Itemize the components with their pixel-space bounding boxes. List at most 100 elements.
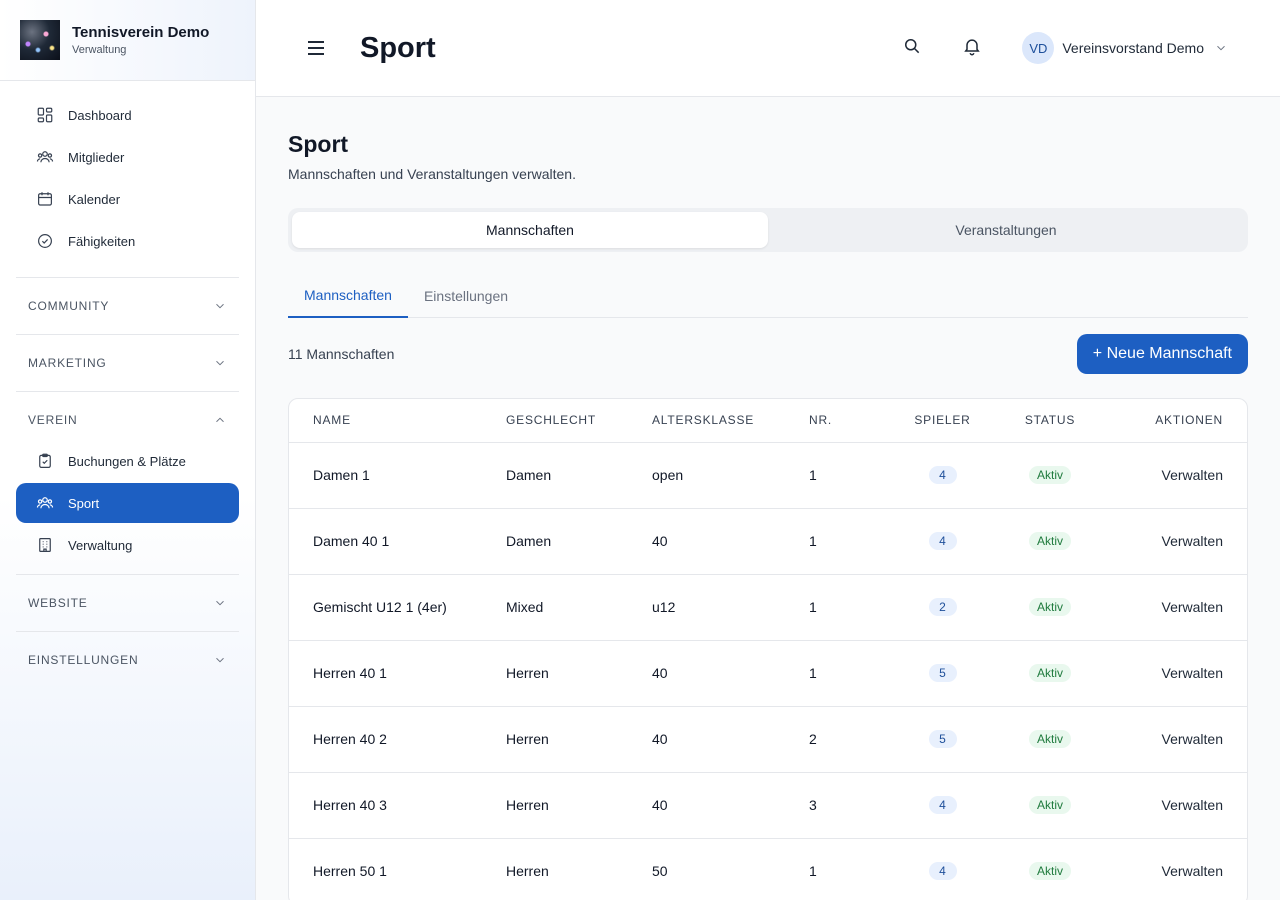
- section-label: COMMUNITY: [28, 299, 110, 313]
- team-gender: Herren: [506, 838, 652, 900]
- brand[interactable]: Tennisverein Demo Verwaltung: [0, 0, 255, 81]
- players-badge: 4: [928, 532, 957, 550]
- chevron-down-icon: [216, 600, 224, 606]
- table-row[interactable]: Herren 40 3 Herren 40 3 4 Aktiv Verwalte…: [289, 772, 1247, 839]
- sidebar-section-einstellungen: EINSTELLUNGEN: [16, 631, 239, 688]
- sidebar-item-label: Verwaltung: [68, 537, 133, 553]
- main-content: Sport Mannschaften und Veranstaltungen v…: [288, 97, 1248, 900]
- team-gender: Herren: [506, 772, 652, 839]
- manage-link[interactable]: Verwalten: [1161, 863, 1223, 879]
- menu-button[interactable]: [304, 36, 328, 60]
- search-icon: [905, 39, 920, 54]
- segmented-control: Mannschaften Veranstaltungen: [288, 208, 1248, 252]
- manage-link[interactable]: Verwalten: [1161, 599, 1223, 615]
- table-row[interactable]: Damen 1 Damen open 1 4 Aktiv Verwalten: [289, 442, 1247, 509]
- tab-mannschaften[interactable]: Mannschaften: [288, 274, 408, 318]
- status-badge: Aktiv: [1028, 730, 1071, 748]
- section-toggle-marketing[interactable]: MARKETING: [16, 342, 239, 384]
- team-age-class: u12: [652, 574, 809, 641]
- sidebar-item-faehigkeiten[interactable]: Fähigkeiten: [16, 221, 239, 261]
- brand-title: Tennisverein Demo: [72, 24, 210, 41]
- sidebar-item-kalender[interactable]: Kalender: [16, 179, 239, 219]
- user-menu[interactable]: VD Vereinsvorstand Demo: [1022, 32, 1228, 64]
- players-cell: 4: [889, 838, 996, 900]
- status-badge: Aktiv: [1028, 532, 1071, 550]
- manage-link[interactable]: Verwalten: [1161, 731, 1223, 747]
- manage-link[interactable]: Verwalten: [1161, 533, 1223, 549]
- hamburger-icon: [308, 41, 324, 55]
- sidebar-item-label: Sport: [68, 495, 100, 511]
- status-badge: Aktiv: [1028, 598, 1071, 616]
- column-header-number[interactable]: NR.: [809, 399, 889, 443]
- sidebar-section-community: COMMUNITY: [16, 277, 239, 334]
- top-bar: Sport VD Vereinsvorstand Demo: [256, 0, 1280, 97]
- table-row[interactable]: Damen 40 1 Damen 40 1 4 Aktiv Verwalten: [289, 508, 1247, 575]
- table-row[interactable]: Gemischt U12 1 (4er) Mixed u12 1 2 Aktiv…: [289, 574, 1247, 641]
- status-badge: Aktiv: [1028, 796, 1071, 814]
- manage-link[interactable]: Verwalten: [1161, 665, 1223, 681]
- sidebar-item-label: Fähigkeiten: [68, 233, 136, 249]
- team-name: Herren 40 2: [289, 706, 506, 773]
- section-toggle-community[interactable]: COMMUNITY: [16, 285, 239, 327]
- column-header-status[interactable]: STATUS: [996, 399, 1104, 443]
- status-cell: Aktiv: [996, 772, 1104, 839]
- manage-link[interactable]: Verwalten: [1161, 797, 1223, 813]
- check-circle-icon: [38, 234, 52, 248]
- status-badge: Aktiv: [1028, 862, 1071, 880]
- table-row[interactable]: Herren 40 2 Herren 40 2 5 Aktiv Verwalte…: [289, 706, 1247, 773]
- table-row[interactable]: Herren 50 1 Herren 50 1 4 Aktiv Verwalte…: [289, 838, 1247, 900]
- segment-veranstaltungen[interactable]: Veranstaltungen: [955, 222, 1057, 238]
- section-toggle-website[interactable]: WEBSITE: [16, 582, 239, 624]
- section-label: VEREIN: [28, 413, 78, 427]
- tab-einstellungen[interactable]: Einstellungen: [423, 288, 509, 304]
- search-button[interactable]: [902, 36, 926, 60]
- team-name: Herren 50 1: [289, 838, 506, 900]
- table-row[interactable]: Herren 40 1 Herren 40 1 5 Aktiv Verwalte…: [289, 640, 1247, 707]
- team-age-class: 40: [652, 508, 809, 575]
- chevron-down-icon: [216, 657, 224, 663]
- manage-link[interactable]: Verwalten: [1161, 467, 1223, 483]
- chevron-down-icon: [1217, 45, 1225, 51]
- sidebar-item-mitglieder[interactable]: Mitglieder: [16, 137, 239, 177]
- section-toggle-verein[interactable]: VEREIN: [16, 399, 239, 441]
- new-team-button[interactable]: + Neue Mannschaft: [1076, 334, 1248, 374]
- chevron-up-icon: [216, 417, 224, 423]
- sidebar-section-marketing: MARKETING: [16, 334, 239, 391]
- column-header-name[interactable]: NAME: [289, 399, 506, 443]
- users-icon: [36, 151, 54, 163]
- team-name: Gemischt U12 1 (4er): [289, 574, 506, 641]
- sidebar-item-buchungen[interactable]: Buchungen & Plätze: [16, 441, 239, 481]
- column-header-actions: AKTIONEN: [1104, 399, 1247, 443]
- column-header-age-class[interactable]: ALTERSKLASSE: [652, 399, 809, 443]
- sidebar-item-sport[interactable]: Sport: [16, 483, 239, 523]
- team-number: 3: [809, 772, 889, 839]
- page-title: Sport: [288, 131, 349, 157]
- segment-mannschaften[interactable]: Mannschaften: [292, 212, 768, 248]
- column-header-gender[interactable]: GESCHLECHT: [506, 399, 652, 443]
- sidebar-item-label: Dashboard: [68, 107, 132, 123]
- header-title: Sport: [360, 31, 436, 64]
- status-badge: Aktiv: [1028, 664, 1071, 682]
- status-cell: Aktiv: [996, 838, 1104, 900]
- tab-bar: Mannschaften Einstellungen: [288, 274, 1248, 318]
- section-toggle-einstellungen[interactable]: EINSTELLUNGEN: [16, 639, 239, 681]
- team-gender: Damen: [506, 442, 652, 509]
- chevron-down-icon: [216, 303, 224, 309]
- sidebar-item-dashboard[interactable]: Dashboard: [16, 95, 239, 135]
- brand-subtitle: Verwaltung: [72, 44, 127, 56]
- sidebar-section-website: WEBSITE: [16, 574, 239, 631]
- sidebar-item-label: Mitglieder: [68, 149, 125, 165]
- sidebar-section-verein: VEREIN Buchungen & Plätze Sport Verwaltu…: [16, 391, 239, 574]
- column-header-players[interactable]: SPIELER: [889, 399, 996, 443]
- team-gender: Damen: [506, 508, 652, 575]
- table-header-row: NAME GESCHLECHT ALTERSKLASSE NR. SPIELER…: [289, 399, 1247, 443]
- sidebar-item-verwaltung[interactable]: Verwaltung: [16, 525, 239, 565]
- players-cell: 5: [889, 640, 996, 707]
- notifications-button[interactable]: [962, 36, 986, 60]
- team-number: 1: [809, 838, 889, 900]
- team-number: 2: [809, 706, 889, 773]
- team-age-class: 40: [652, 772, 809, 839]
- user-name: Vereinsvorstand Demo: [1062, 40, 1204, 56]
- team-number: 1: [809, 640, 889, 707]
- status-cell: Aktiv: [996, 706, 1104, 773]
